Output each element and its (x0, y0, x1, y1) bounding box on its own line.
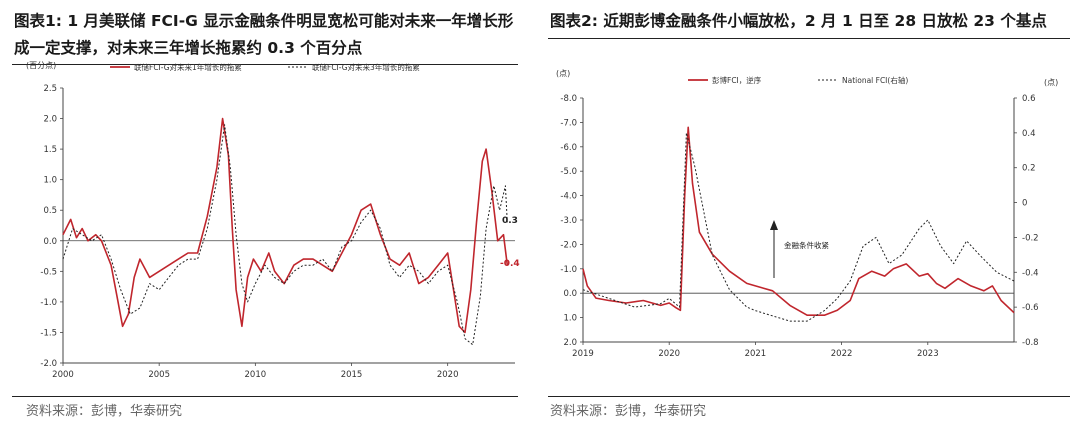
y-tick-label-left: -2.0 (40, 359, 57, 369)
x-tick-label-left: 2010 (245, 370, 267, 380)
y-tick-label-right-chart: -7.0 (560, 118, 577, 128)
y2-tick-label-right-chart: -0.4 (1022, 268, 1039, 278)
y-tick-label-left: 1.5 (43, 145, 57, 155)
y-tick-label-right-chart: -3.0 (560, 216, 577, 226)
series-line-right-0 (582, 126, 1015, 317)
legend-label-solid-left: 联储FCI-G对未来1年增长的拖累 (134, 62, 242, 72)
legend-label-dashed-right: National FCI(右轴) (842, 75, 908, 85)
series-line-left-1 (62, 124, 508, 346)
chart-svg-right: (点) (点) 彭博FCI，逆序 National FCI(右轴) 金融条件收紧… (556, 69, 1058, 359)
series-line-left-0 (62, 117, 509, 334)
x-tick-label-right-chart: 2023 (917, 349, 939, 359)
x-tick-label-left: 2020 (437, 370, 459, 380)
y-tick-label-left: 0.5 (43, 206, 57, 216)
legend-label-dashed-left: 联储FCI-G对未来3年增长的拖累 (312, 62, 420, 72)
source-text-right: 资料来源：彭博，华泰研究 (550, 404, 707, 419)
y-tick-label-right-chart: -5.0 (560, 167, 577, 177)
title-divider-right (548, 38, 1070, 39)
y-unit-label-left: (百分点) (26, 61, 56, 70)
y-tick-label-right-chart: -1.0 (560, 265, 577, 275)
y-tick-label-left: -1.5 (40, 328, 57, 338)
chart-svg-left: (百分点) 联储FCI-G对未来1年增长的拖累 联储FCI-G对未来3年增长的拖… (26, 61, 520, 380)
y2-tick-label-right-chart: 0.2 (1022, 164, 1036, 174)
y-unit-label-right-right: (点) (1044, 78, 1058, 87)
legend-label-solid-right: 彭博FCI，逆序 (712, 75, 762, 85)
x-tick-label-left: 2015 (341, 370, 363, 380)
tightening-arrow-head (770, 220, 778, 230)
y-tick-label-right-chart: 1.0 (563, 314, 577, 324)
y-tick-label-right-chart: -4.0 (560, 192, 577, 202)
x-tick-label-right-chart: 2019 (572, 349, 594, 359)
y-tick-label-left: -0.5 (40, 267, 57, 277)
y-tick-label-right-chart: 2.0 (563, 338, 577, 348)
x-tick-label-left: 2005 (148, 370, 170, 380)
source-divider-right (548, 396, 1070, 397)
tightening-annotation: 金融条件收紧 (784, 240, 829, 250)
source-divider-left (12, 396, 518, 397)
y2-tick-label-right-chart: -0.6 (1022, 303, 1039, 313)
y-tick-label-right-chart: -8.0 (560, 94, 577, 104)
chart-title-right: 图表2: 近期彭博金融条件小幅放松，2 月 1 日至 28 日放松 23 个基点 (550, 12, 1047, 30)
y2-tick-label-right-chart: -0.2 (1022, 233, 1039, 243)
chart-title-left: 图表1: 1 月美联储 FCI-G 显示金融条件明显宽松可能对未来一年增长形成一… (14, 12, 514, 57)
y2-tick-label-right-chart: 0 (1022, 199, 1027, 209)
chart-panel-right: 图表2: 近期彭博金融条件小幅放松，2 月 1 日至 28 日放松 23 个基点… (548, 0, 1080, 433)
y-tick-label-left: 2.0 (43, 115, 57, 125)
y-tick-label-left: -1.0 (40, 298, 57, 308)
x-tick-label-left: 2000 (52, 370, 74, 380)
y-unit-label-right-left: (点) (556, 69, 570, 78)
y2-tick-label-right-chart: 0.4 (1022, 129, 1036, 139)
title-divider-left (12, 64, 518, 65)
y2-tick-label-right-chart: -0.8 (1022, 338, 1039, 348)
y-tick-label-right-chart: -2.0 (560, 240, 577, 250)
y-tick-label-left: 2.5 (43, 84, 57, 94)
y2-tick-label-right-chart: 0.6 (1022, 94, 1036, 104)
chart-panel-left: 图表1: 1 月美联储 FCI-G 显示金融条件明显宽松可能对未来一年增长形成一… (0, 0, 530, 433)
end-label-dashed: 0.3 (502, 216, 518, 226)
x-tick-label-right-chart: 2022 (831, 349, 853, 359)
end-label-solid: -0.4 (500, 259, 520, 269)
y-tick-label-right-chart: -6.0 (560, 143, 577, 153)
y-tick-label-left: 1.0 (43, 176, 57, 186)
source-text-left: 资料来源：彭博，华泰研究 (26, 404, 183, 419)
x-tick-label-right-chart: 2020 (658, 349, 680, 359)
y-tick-label-left: 0.0 (43, 237, 57, 247)
x-tick-label-right-chart: 2021 (745, 349, 767, 359)
y-tick-label-right-chart: 0.0 (563, 289, 577, 299)
